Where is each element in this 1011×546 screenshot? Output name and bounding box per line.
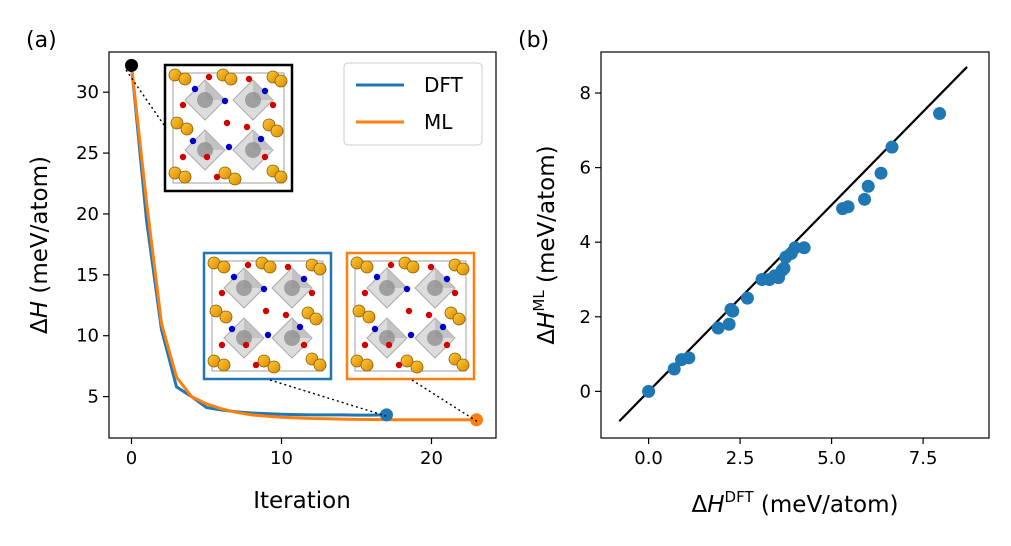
panel-b-label: (b)	[518, 28, 549, 53]
panel-a-label: (a)	[26, 28, 57, 53]
y-tick-label: 5	[88, 387, 99, 408]
scatter-point	[858, 192, 872, 206]
inset-ml-final-structure	[345, 251, 476, 381]
inset-initial-structure	[163, 63, 294, 193]
x-tick-label: 7.5	[909, 448, 938, 469]
scatter-point	[885, 140, 899, 154]
legend-ml-label: ML	[424, 110, 453, 134]
y-tick-label: 15	[76, 265, 99, 286]
y-tick-label: 30	[76, 82, 99, 103]
scatter-point	[682, 351, 696, 365]
scatter-point	[642, 384, 656, 398]
scatter-point	[711, 321, 725, 335]
panel-b-plot-data: 0.0 2.5 5.0 7.5 0 2 4 6 8	[580, 66, 968, 469]
y-tick-label: 0	[580, 381, 591, 402]
x-tick-label: 20	[420, 448, 443, 469]
x-tick-label: 5.0	[817, 448, 846, 469]
marker-ml-final	[470, 413, 483, 427]
scatter-point	[874, 166, 888, 180]
scatter-point	[726, 304, 740, 318]
marker-dft-final	[380, 408, 393, 422]
scatter-point	[797, 241, 811, 255]
panel-b-axes-frame	[600, 51, 990, 439]
x-tick-label: 2.5	[726, 448, 755, 469]
scatter-point	[861, 179, 875, 193]
scatter-point	[740, 291, 754, 305]
panel-a: (a) 0 10 20 5 10 15 20 25 30 DFT ML	[26, 28, 497, 514]
y-tick-label: 20	[76, 204, 99, 225]
panel-a-plot-data: 0 10 20 5 10 15 20 25 30	[76, 58, 483, 469]
series-line-dft	[130, 65, 387, 417]
x-tick-label: 0	[126, 448, 137, 469]
y-tick-label: 2	[580, 307, 591, 328]
connector-dft	[269, 379, 387, 417]
scatter-point	[841, 200, 855, 214]
panel-b: (b) 0.0 2.5 5.0 7.5 0 2 4 6 8 ΔHDFT (meV/atom) Δ…	[518, 28, 990, 518]
crystal-initial-icon	[168, 68, 288, 186]
scatter-point	[788, 241, 802, 255]
scatter-point	[933, 107, 947, 121]
legend-dft-label: DFT	[424, 73, 464, 97]
connector-ml	[411, 379, 479, 423]
inset-connectors	[125, 69, 479, 423]
scatter-point	[777, 261, 791, 275]
x-tick-label: 10	[270, 448, 293, 469]
crystal-dft-icon	[207, 256, 327, 374]
panel-b-y-axis-label: ΔHML (meV/atom)	[530, 145, 560, 344]
scatter-point	[722, 317, 736, 331]
legend: DFT ML	[343, 62, 483, 146]
y-tick-label: 25	[76, 143, 99, 164]
connector-initial	[125, 69, 167, 129]
panel-a-x-axis-label: Iteration	[253, 488, 351, 514]
crystal-ml-icon	[350, 256, 470, 374]
y-tick-label: 10	[76, 326, 99, 347]
y-tick-label: 6	[580, 158, 591, 179]
y-tick-label: 4	[580, 232, 591, 253]
x-tick-label: 0.0	[634, 448, 663, 469]
scatter-point	[667, 362, 681, 376]
series-line-ml	[130, 65, 477, 422]
panel-a-y-axis-label: ΔH (meV/atom)	[27, 156, 53, 334]
inset-dft-final-structure	[202, 251, 333, 381]
marker-start	[125, 58, 138, 72]
y-tick-label: 8	[580, 83, 591, 104]
panel-a-axes-frame	[108, 51, 497, 439]
panel-b-x-axis-label: ΔHDFT (meV/atom)	[692, 488, 899, 518]
